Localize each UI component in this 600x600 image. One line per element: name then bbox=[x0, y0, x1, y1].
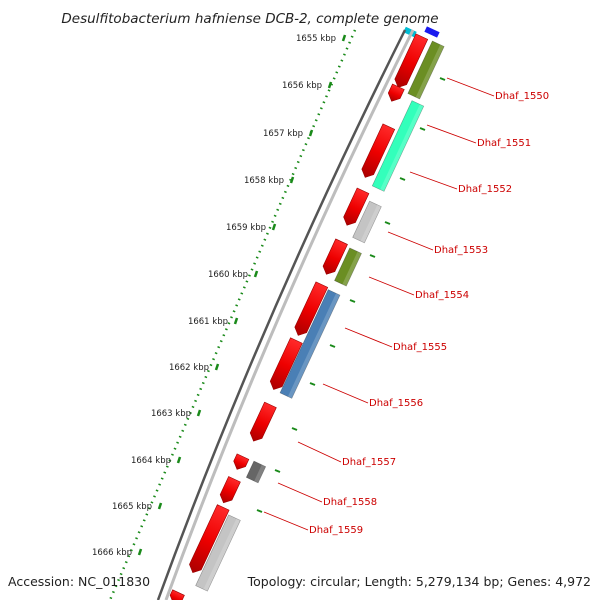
gene-label[interactable]: Dhaf_1551 bbox=[477, 138, 531, 149]
tick-mark bbox=[137, 548, 143, 556]
minor-tick bbox=[369, 254, 376, 258]
gene-label[interactable]: Dhaf_1557 bbox=[342, 457, 396, 468]
tick-label: 1660 kbp bbox=[208, 270, 248, 280]
tick-mark bbox=[214, 363, 220, 371]
tick-mark bbox=[341, 34, 347, 42]
tick-mark bbox=[308, 129, 314, 137]
cds-forward-arrow bbox=[249, 401, 277, 442]
gene-label[interactable]: Dhaf_1552 bbox=[458, 184, 512, 195]
cds-feature-block bbox=[245, 460, 267, 484]
cds-feature-block bbox=[195, 514, 241, 592]
tick-label: 1658 kbp bbox=[244, 176, 284, 186]
backbone-inner bbox=[164, 29, 415, 600]
accession-text: Accession: NC_011830 bbox=[8, 574, 150, 589]
cds-forward-arrow bbox=[343, 187, 370, 226]
tick-label: 1659 kbp bbox=[226, 223, 266, 233]
tick-label: 1665 kbp bbox=[112, 502, 152, 512]
minor-tick bbox=[399, 177, 406, 181]
cds-forward-arrow bbox=[322, 238, 348, 275]
cds-feature-block bbox=[371, 100, 425, 192]
cds-feature-block bbox=[407, 40, 445, 100]
tick-label: 1662 kbp bbox=[169, 363, 209, 373]
cds-forward-arrow bbox=[233, 453, 250, 470]
tick-label: 1663 kbp bbox=[151, 409, 191, 419]
gene-leader-line bbox=[446, 77, 495, 97]
minor-tick bbox=[291, 427, 298, 431]
cds-forward-arrow bbox=[294, 281, 329, 336]
gene-leader-line bbox=[297, 441, 342, 463]
topology-text: Topology: circular; Length: 5,279,134 bp… bbox=[247, 574, 591, 589]
tick-label: 1655 kbp bbox=[296, 34, 336, 44]
tick-mark bbox=[176, 456, 182, 464]
tick-label: 1657 kbp bbox=[263, 129, 303, 139]
minor-tick bbox=[419, 127, 426, 131]
tick-label: 1666 kbp bbox=[92, 548, 132, 558]
tick-label: 1664 kbp bbox=[131, 456, 171, 466]
gene-label[interactable]: Dhaf_1553 bbox=[434, 245, 488, 256]
minor-tick bbox=[329, 344, 336, 348]
gene-leader-line bbox=[387, 231, 434, 251]
map-title: Desulfitobacterium hafniense DCB-2, comp… bbox=[61, 11, 438, 27]
cds-forward-arrow bbox=[394, 33, 429, 88]
minor-tick bbox=[439, 77, 446, 81]
minor-tick bbox=[274, 469, 281, 473]
gene-leader-line bbox=[277, 482, 323, 503]
cds-feature-block bbox=[279, 289, 341, 399]
tick-mark bbox=[271, 223, 277, 231]
gene-leader-line bbox=[344, 327, 393, 348]
top-blue-feature bbox=[424, 26, 440, 38]
tick-mark bbox=[157, 502, 163, 510]
cds-feature-block bbox=[352, 200, 382, 244]
minor-tick bbox=[256, 509, 263, 513]
cds-forward-arrow bbox=[219, 476, 241, 504]
minor-tick bbox=[384, 221, 391, 225]
tick-mark bbox=[233, 317, 239, 325]
gene-label[interactable]: Dhaf_1555 bbox=[393, 342, 447, 353]
tick-mark bbox=[327, 81, 333, 89]
cds-forward-arrow bbox=[387, 83, 405, 102]
cds-forward-arrow bbox=[189, 504, 230, 573]
gene-label[interactable]: Dhaf_1550 bbox=[495, 91, 549, 102]
cds-feature-block bbox=[334, 247, 362, 287]
tick-label: 1656 kbp bbox=[282, 81, 322, 91]
cds-forward-arrow bbox=[361, 123, 396, 178]
tick-marks: 1655 kbp 1656 kbp 1657 kbp 1658 kbp 1659 kbp… bbox=[92, 34, 446, 558]
gene-label[interactable]: Dhaf_1556 bbox=[369, 398, 423, 409]
gene-leader-line bbox=[322, 383, 369, 404]
backbone-outer bbox=[156, 29, 407, 600]
minor-tick bbox=[349, 299, 356, 303]
cds-forward-arrow bbox=[269, 337, 303, 390]
gene-leader-line bbox=[263, 511, 309, 531]
tick-mark bbox=[253, 270, 259, 278]
gene-labels: Dhaf_1550 Dhaf_1551 Dhaf_1552 Dhaf_1553 Dhaf… bbox=[263, 77, 549, 536]
gene-features bbox=[169, 33, 445, 600]
gene-label[interactable]: Dhaf_1554 bbox=[415, 290, 469, 301]
tick-mark bbox=[289, 176, 295, 184]
gene-label[interactable]: Dhaf_1559 bbox=[309, 525, 363, 536]
minor-tick bbox=[309, 382, 316, 386]
top-cyan-feature bbox=[403, 26, 417, 38]
gene-label[interactable]: Dhaf_1558 bbox=[323, 497, 377, 508]
tick-mark bbox=[196, 409, 202, 417]
gene-leader-line bbox=[368, 276, 415, 296]
gene-leader-line bbox=[426, 124, 477, 144]
tick-label: 1661 kbp bbox=[188, 317, 228, 327]
gene-leader-line bbox=[409, 171, 458, 190]
